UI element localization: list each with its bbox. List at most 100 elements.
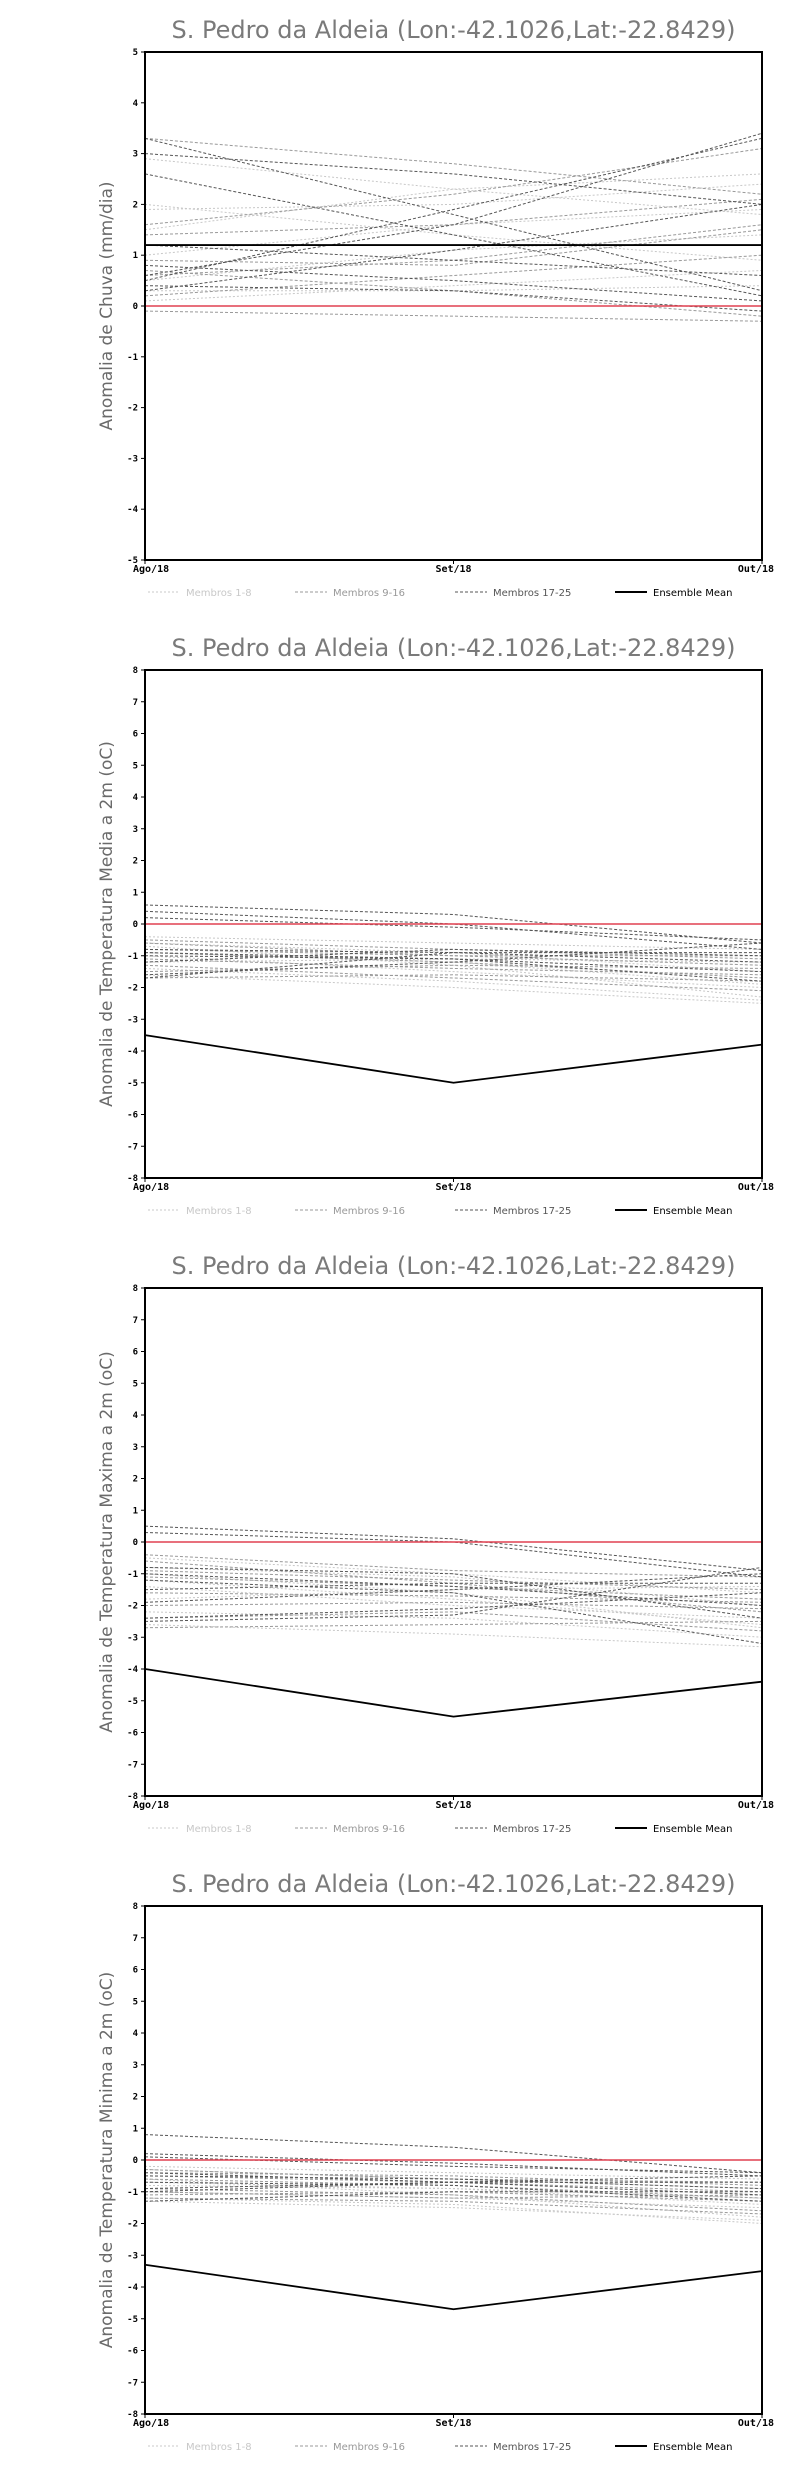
y-tick-label: 0 xyxy=(133,920,138,930)
chart-panel-temp-minima: S. Pedro da Aldeia (Lon:-42.1026,Lat:-22… xyxy=(0,1854,800,2472)
y-tick-label: 7 xyxy=(133,1316,138,1326)
y-tick-label: -3 xyxy=(127,2251,138,2261)
y-tick-label: -7 xyxy=(127,2378,138,2388)
series-member-m9 xyxy=(144,2175,763,2193)
series-member-m15 xyxy=(144,310,763,322)
y-tick-label: 2 xyxy=(133,200,138,210)
y-tick-label: -8 xyxy=(127,2410,138,2420)
y-tick-label: -2 xyxy=(127,984,138,994)
x-tick-label: Out/18 xyxy=(738,564,774,575)
y-tick-label: -6 xyxy=(127,2347,138,2357)
y-tick-label: 5 xyxy=(133,48,138,58)
y-tick-label: -8 xyxy=(127,1174,138,1184)
series-ensemble-mean xyxy=(144,2263,763,2311)
y-tick-label: 0 xyxy=(133,2156,138,2166)
y-tick-label: 0 xyxy=(133,302,138,312)
legend-label: Membros 17-25 xyxy=(493,1206,571,1217)
chart-panel-chuva: S. Pedro da Aldeia (Lon:-42.1026,Lat:-22… xyxy=(0,0,800,618)
legend-label: Membros 9-16 xyxy=(333,2442,405,2453)
series-ensemble-mean xyxy=(144,1034,763,1084)
chart-panel-temp-maxima: S. Pedro da Aldeia (Lon:-42.1026,Lat:-22… xyxy=(0,1236,800,1854)
series-member-m20 xyxy=(144,264,763,302)
series-member-m6 xyxy=(144,1566,763,1606)
series-member-m19 xyxy=(144,1566,763,1622)
y-tick-label: -3 xyxy=(127,454,138,464)
series-member-m12 xyxy=(144,2172,763,2186)
legend-label: Ensemble Mean xyxy=(653,2442,732,2453)
x-tick-label: Ago/18 xyxy=(133,2418,169,2429)
series-member-m13 xyxy=(144,2191,763,2199)
legend-label: Ensemble Mean xyxy=(653,588,732,599)
series-member-m24 xyxy=(144,917,763,941)
series-member-m7 xyxy=(144,974,763,1004)
series-member-m18 xyxy=(144,910,763,950)
series-member-m18 xyxy=(144,2153,763,2177)
y-tick-label: 0 xyxy=(133,1538,138,1548)
y-tick-label: -5 xyxy=(127,2315,138,2325)
series-member-m5 xyxy=(144,2184,763,2199)
series-member-m15 xyxy=(144,1620,763,1629)
y-tick-label: -1 xyxy=(127,2188,138,2198)
series-member-m16 xyxy=(144,942,762,957)
series-member-m23 xyxy=(144,952,763,982)
series-member-m9 xyxy=(144,137,763,195)
y-tick-label: 6 xyxy=(133,730,138,740)
y-axis-label: Anomalia de Temperatura Media a 2m (oC) xyxy=(97,741,117,1107)
y-tick-label: 2 xyxy=(133,857,138,867)
legend-label: Membros 1-8 xyxy=(186,1206,252,1217)
y-tick-label: 1 xyxy=(133,1506,138,1516)
series-member-m14 xyxy=(144,1576,763,1600)
y-tick-label: 7 xyxy=(133,698,138,708)
series-member-m2 xyxy=(144,183,763,210)
series-member-m17 xyxy=(144,137,763,292)
legend-label: Membros 17-25 xyxy=(493,1824,571,1835)
legend-label: Ensemble Mean xyxy=(653,1824,732,1835)
series-member-m23 xyxy=(144,2172,763,2196)
series-member-m6 xyxy=(144,936,763,950)
series-member-m23 xyxy=(144,244,763,277)
y-tick-label: 8 xyxy=(133,1284,138,1294)
x-tick-label: Ago/18 xyxy=(133,1800,169,1811)
y-tick-label: -2 xyxy=(127,1602,138,1612)
series-member-m9 xyxy=(144,1570,763,1591)
y-tick-label: -1 xyxy=(127,952,138,962)
x-tick-label: Out/18 xyxy=(738,1182,774,1193)
series-member-m17 xyxy=(144,1525,763,1572)
series-member-m17 xyxy=(144,2134,763,2174)
series-member-m14 xyxy=(144,952,763,979)
y-tick-label: 1 xyxy=(133,251,138,261)
y-tick-label: 4 xyxy=(133,2029,139,2039)
series-member-m25 xyxy=(144,2181,762,2193)
series-member-m25 xyxy=(144,1573,763,1603)
y-tick-label: 8 xyxy=(133,666,138,676)
y-tick-label: 3 xyxy=(133,150,138,160)
y-tick-label: -7 xyxy=(127,1142,138,1152)
x-tick-label: Out/18 xyxy=(738,1800,774,1811)
series-member-m7 xyxy=(144,1624,763,1648)
legend-label: Ensemble Mean xyxy=(653,1206,732,1217)
legend-label: Membros 9-16 xyxy=(333,1824,405,1835)
series-member-m16 xyxy=(144,2169,763,2183)
plot-frame xyxy=(144,669,763,1179)
y-tick-label: -1 xyxy=(127,353,138,363)
series-member-m1 xyxy=(144,945,763,998)
series-member-m24 xyxy=(144,1566,763,1619)
y-tick-label: 7 xyxy=(133,1934,138,1944)
x-tick-label: Ago/18 xyxy=(133,1182,169,1193)
series-member-m10 xyxy=(144,974,763,982)
y-tick-label: -2 xyxy=(127,404,138,414)
series-member-m3 xyxy=(144,203,763,261)
series-member-m1 xyxy=(144,1573,763,1629)
series-member-m15 xyxy=(144,964,763,992)
series-member-m22 xyxy=(144,955,763,973)
series-member-m6 xyxy=(144,2165,763,2180)
series-member-m19 xyxy=(144,942,763,976)
y-tick-label: 4 xyxy=(133,1411,139,1421)
series-member-m8 xyxy=(144,1579,763,1626)
y-tick-label: 2 xyxy=(133,1475,138,1485)
legend-label: Membros 17-25 xyxy=(493,588,571,599)
series-member-m7 xyxy=(144,2200,763,2221)
series-member-m11 xyxy=(144,2188,763,2212)
chart-title: S. Pedro da Aldeia (Lon:-42.1026,Lat:-22… xyxy=(171,16,735,44)
y-tick-label: -6 xyxy=(127,1111,138,1121)
